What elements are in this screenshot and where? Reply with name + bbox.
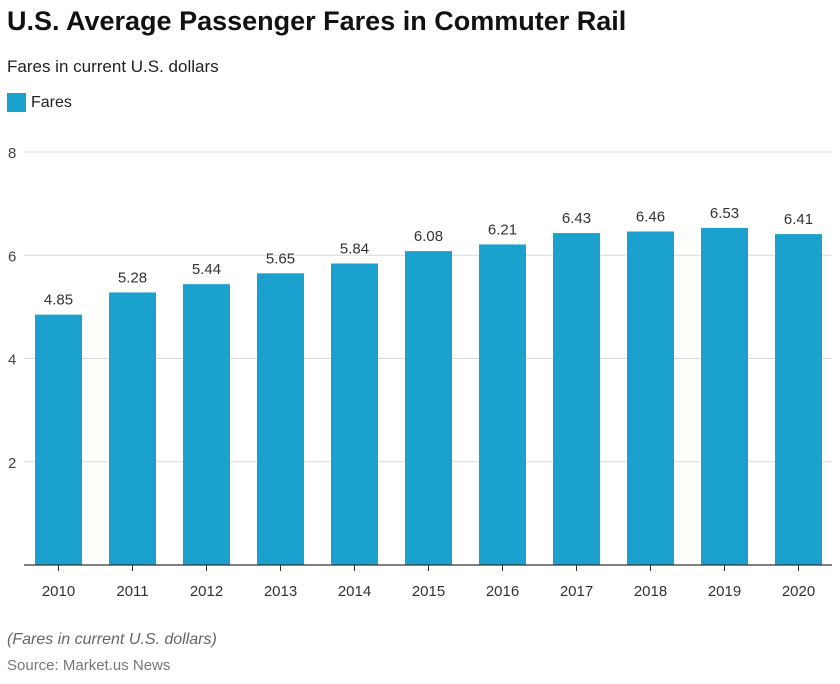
y-tick-label: 8 [8,145,16,162]
legend-swatch [7,93,26,112]
value-label: 6.43 [562,210,591,227]
value-label: 6.08 [414,228,443,245]
chart-subtitle: Fares in current U.S. dollars [7,57,219,76]
bar [775,234,822,566]
y-tick-label: 6 [8,248,16,265]
x-tick-label: 2010 [42,583,75,600]
value-label: 6.46 [636,209,665,226]
value-label: 5.44 [192,261,221,278]
x-tick-label: 2015 [412,583,445,600]
legend-label: Fares [31,93,72,111]
bar [627,231,674,565]
bar [183,284,230,565]
x-tick-label: 2012 [190,583,223,600]
value-label: 6.41 [784,211,813,228]
y-tick-label: 2 [8,455,16,472]
value-label: 5.28 [118,269,147,286]
chart-source: Source: Market.us News [7,657,171,674]
bar [331,263,378,565]
bar [553,233,600,565]
x-tick-label: 2016 [486,583,519,600]
x-tick-label: 2014 [338,583,371,600]
bar [35,314,82,565]
x-tick-label: 2020 [782,583,815,600]
y-tick-label: 4 [8,352,16,369]
bar [479,244,526,565]
chart-note: (Fares in current U.S. dollars) [7,631,217,648]
bar [701,227,748,566]
x-tick-label: 2011 [116,583,148,600]
legend: Fares [7,93,72,112]
x-tick-label: 2019 [708,583,741,600]
value-label: 4.85 [44,292,73,309]
value-label: 6.21 [488,221,517,238]
bar [109,292,156,565]
bar [257,273,304,565]
x-tick-label: 2013 [264,583,297,600]
bar [405,251,452,565]
value-label: 5.65 [266,250,295,267]
x-tick-label: 2017 [560,583,593,600]
value-label: 6.53 [710,205,739,222]
chart-title: U.S. Average Passenger Fares in Commuter… [7,6,627,36]
x-tick-label: 2018 [634,583,667,600]
value-label: 5.84 [340,241,369,258]
